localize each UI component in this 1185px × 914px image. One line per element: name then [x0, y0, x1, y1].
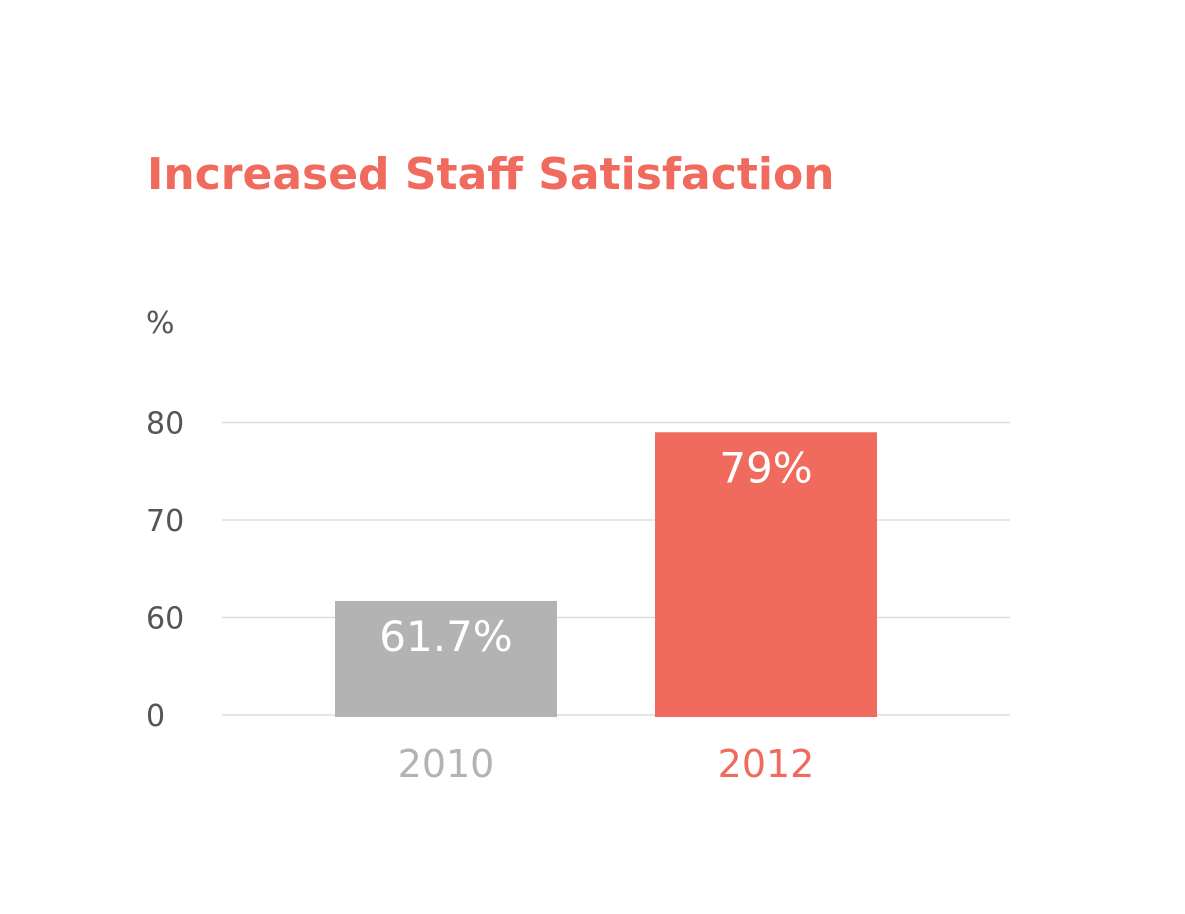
x-category-label-2010: 2010 — [398, 742, 495, 786]
y-tick-label: 70 — [146, 504, 184, 539]
data-label-2012: 79% — [719, 443, 812, 492]
chart-title: Increased Staff Satisfaction — [147, 149, 835, 200]
x-category-label-2012: 2012 — [718, 742, 815, 786]
y-tick-label: 0 — [146, 699, 165, 734]
bars — [335, 432, 877, 717]
y-tick-label: 80 — [146, 407, 184, 442]
y-tick-label: 60 — [146, 602, 184, 637]
bar-2010 — [335, 600, 557, 717]
labels: 0 60 70 80% 61.7% 2010 79% 2012 — [146, 306, 814, 786]
y-axis-label: % — [146, 306, 175, 341]
bar-2012 — [655, 432, 877, 717]
data-label-2010: 61.7% — [379, 612, 512, 661]
